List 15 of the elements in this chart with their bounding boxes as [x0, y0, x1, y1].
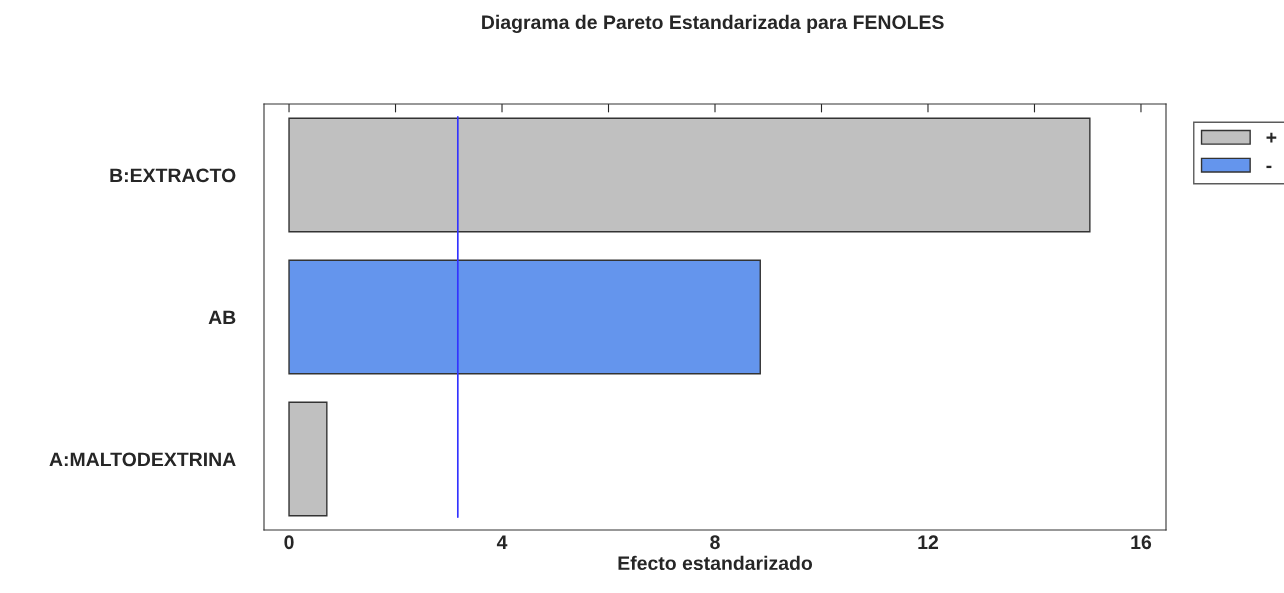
y-tick-label: A:MALTODEXTRINA: [49, 452, 236, 467]
x-tick-label: 16: [1131, 535, 1152, 550]
legend-label: -: [1266, 165, 1272, 169]
bar: [288, 259, 761, 375]
x-tick-label: 0: [284, 535, 294, 550]
y-tick-label: B:EXTRACTO: [110, 168, 236, 183]
y-tick-label: AB: [208, 310, 236, 325]
bar: [288, 401, 328, 517]
bar: [288, 117, 1091, 233]
x-tick-label: 4: [496, 535, 508, 549]
x-tick-label: 8: [710, 535, 720, 550]
x-axis-title: Efecto estandarizado: [618, 555, 813, 571]
x-tick-label: 12: [918, 535, 939, 549]
legend-label: +: [1266, 132, 1277, 143]
chart-title: Diagrama de Pareto Estandarizada para FENOLES: [482, 14, 944, 34]
